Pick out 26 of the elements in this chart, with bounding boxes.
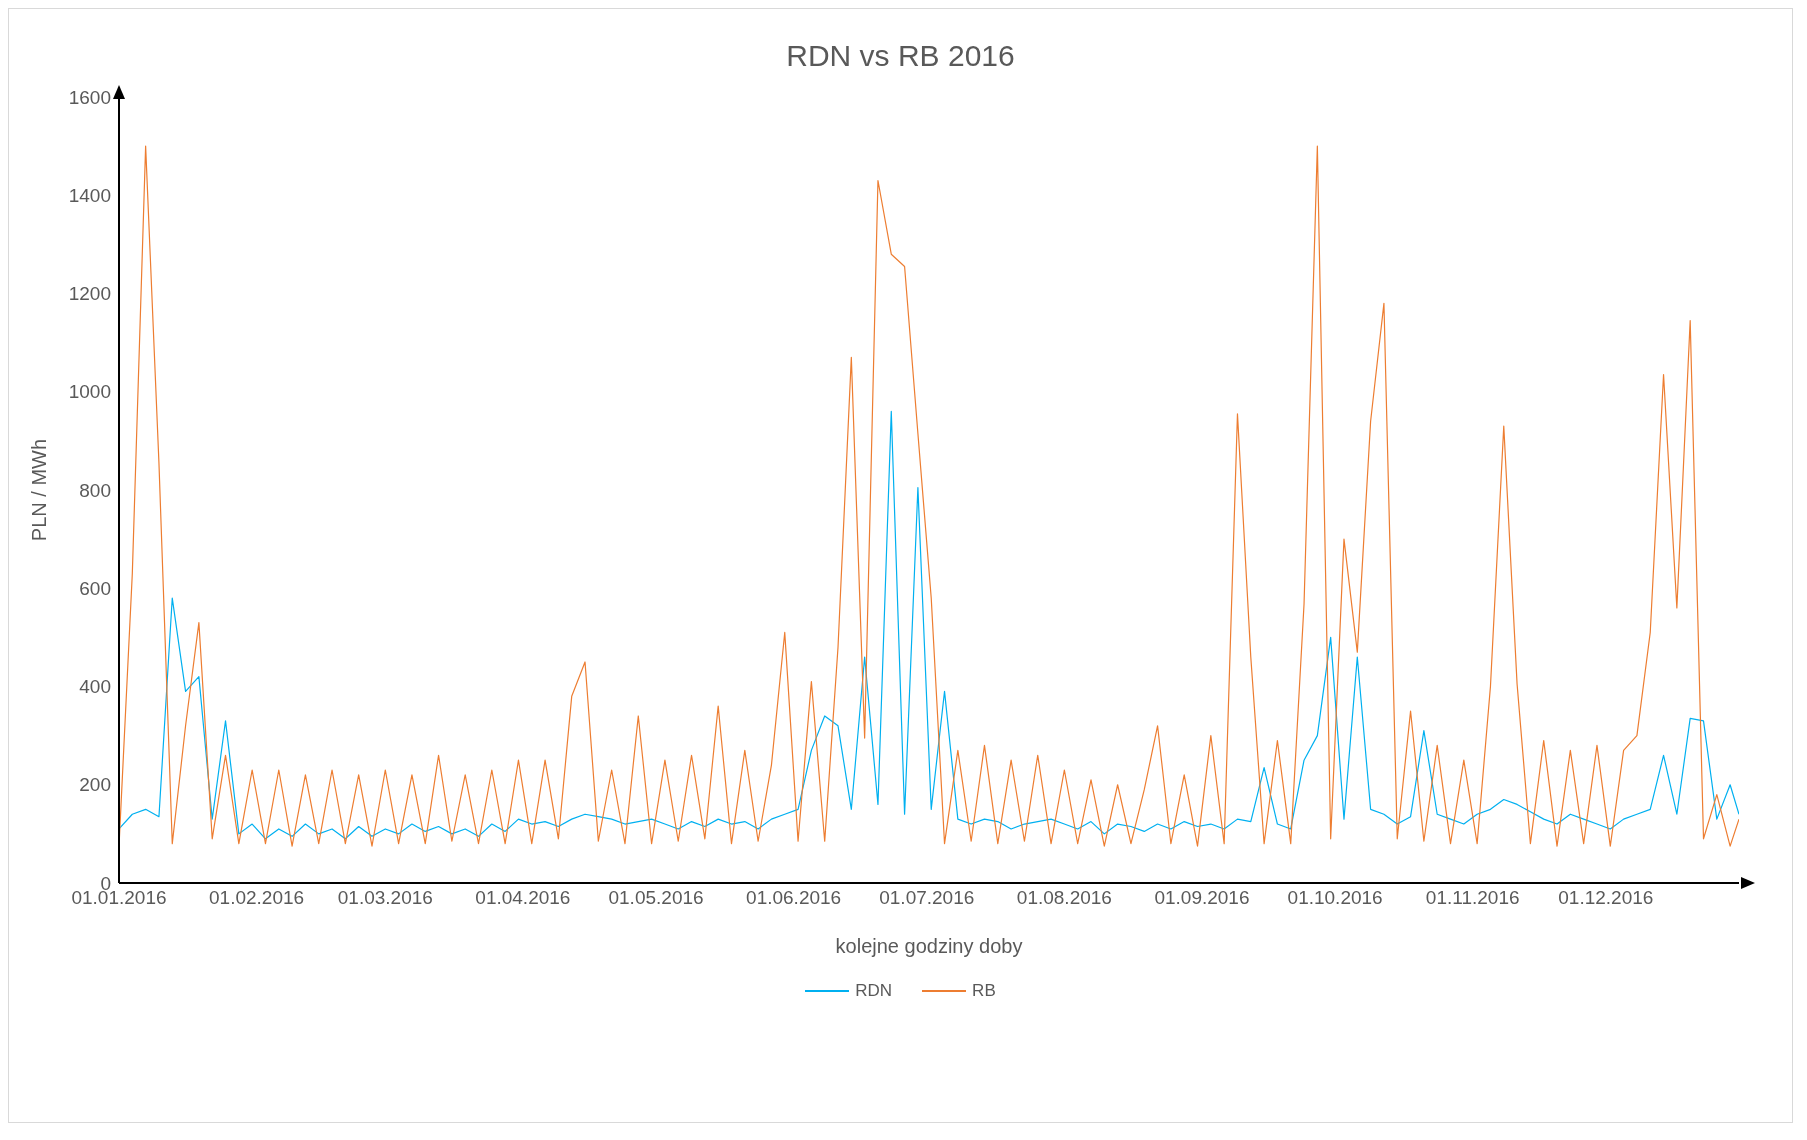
legend-label: RB	[972, 981, 996, 1001]
y-tick-label: 1600	[68, 86, 111, 108]
x-tick-label: 01.03.2016	[337, 887, 433, 909]
y-tick-label: 1400	[68, 184, 111, 206]
x-tick-label: 01.08.2016	[1016, 887, 1112, 909]
x-tick-label: 01.05.2016	[608, 887, 704, 909]
y-axis-title: PLN / MWh	[28, 438, 51, 542]
y-tick-label: 400	[79, 676, 111, 698]
x-axis-title: kolejne godziny doby	[835, 935, 1023, 957]
y-tick-label: 1200	[68, 283, 111, 305]
x-tick-label: 01.12.2016	[1558, 887, 1654, 909]
line-series	[119, 145, 1739, 847]
line-series	[119, 410, 1739, 840]
x-tick-label: 01.06.2016	[746, 887, 842, 909]
x-tick-label: 01.02.2016	[209, 887, 305, 909]
y-tick-label: 1000	[68, 381, 111, 403]
x-tick-label: 01.11.2016	[1425, 887, 1520, 909]
chart-title: RDN vs RB 2016	[785, 39, 1016, 73]
x-tick-label: 01.10.2016	[1287, 887, 1383, 909]
y-tick-label: 200	[79, 774, 111, 796]
y-tick-label: 600	[79, 577, 111, 599]
x-tick-label: 01.07.2016	[879, 887, 975, 909]
legend-label: RDN	[855, 981, 893, 1001]
y-tick-label: 800	[79, 479, 111, 501]
x-tick-label: 01.04.2016	[475, 887, 571, 909]
x-tick-label: 01.09.2016	[1154, 887, 1250, 909]
